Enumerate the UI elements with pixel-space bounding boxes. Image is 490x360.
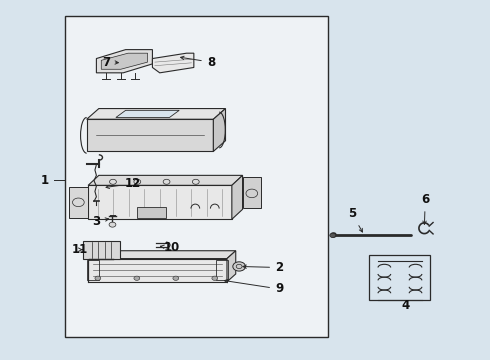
Text: 4: 4 bbox=[402, 298, 410, 311]
Circle shape bbox=[134, 276, 140, 280]
Polygon shape bbox=[88, 185, 232, 219]
Polygon shape bbox=[97, 50, 152, 73]
Text: 8: 8 bbox=[181, 55, 215, 69]
Circle shape bbox=[330, 233, 336, 238]
Circle shape bbox=[212, 276, 218, 280]
Bar bbox=[65, 16, 328, 337]
Circle shape bbox=[109, 222, 116, 227]
Polygon shape bbox=[227, 251, 236, 282]
Polygon shape bbox=[83, 241, 120, 258]
Circle shape bbox=[95, 276, 101, 280]
Circle shape bbox=[233, 262, 245, 271]
Polygon shape bbox=[116, 111, 179, 117]
Polygon shape bbox=[69, 187, 88, 217]
Text: 3: 3 bbox=[92, 215, 109, 228]
Text: 6: 6 bbox=[421, 193, 429, 224]
Polygon shape bbox=[88, 258, 227, 282]
Text: 12: 12 bbox=[106, 177, 141, 190]
Text: 10: 10 bbox=[161, 241, 180, 255]
Text: 5: 5 bbox=[348, 207, 363, 232]
Polygon shape bbox=[232, 175, 243, 219]
Polygon shape bbox=[101, 53, 147, 69]
Circle shape bbox=[173, 276, 179, 280]
Polygon shape bbox=[88, 175, 243, 185]
Polygon shape bbox=[213, 109, 225, 152]
Polygon shape bbox=[87, 119, 213, 152]
Polygon shape bbox=[87, 109, 225, 119]
Text: 11: 11 bbox=[71, 243, 88, 256]
Text: 7: 7 bbox=[102, 55, 119, 69]
Text: 2: 2 bbox=[243, 261, 283, 274]
Polygon shape bbox=[137, 207, 166, 217]
Text: 1: 1 bbox=[41, 174, 49, 186]
Text: 9: 9 bbox=[224, 279, 283, 296]
Polygon shape bbox=[88, 251, 236, 258]
Polygon shape bbox=[152, 53, 194, 73]
Polygon shape bbox=[243, 177, 261, 207]
